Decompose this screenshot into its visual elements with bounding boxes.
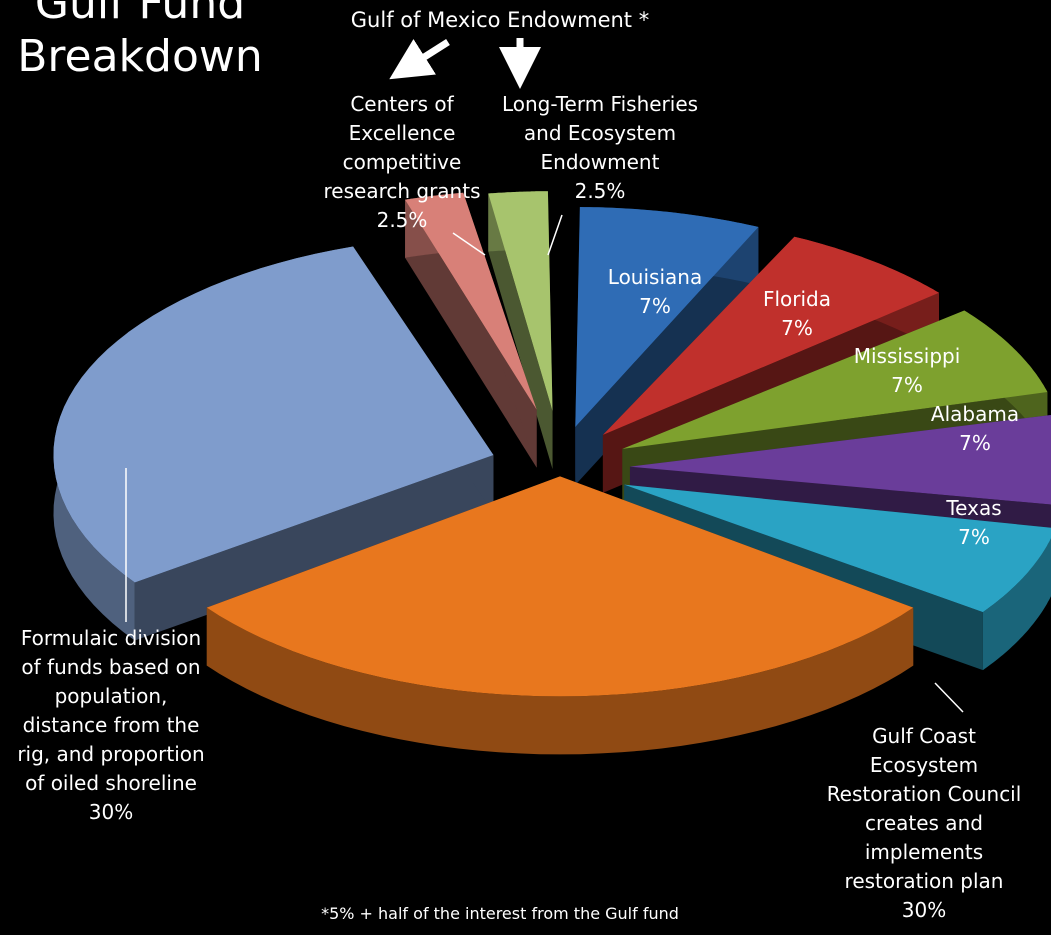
arrow-to-centers-excellence-icon	[389, 39, 450, 80]
slice-label-line: Louisiana	[607, 265, 703, 289]
slice-value-label: 30%	[901, 898, 947, 922]
slice-label-line: competitive	[342, 150, 462, 174]
slice-fisheries-endowment-top	[488, 191, 553, 412]
slice-label-line: Gulf Coast	[872, 724, 976, 748]
leader-lines	[125, 38, 964, 713]
slice-value-label: 7%	[781, 316, 813, 340]
slice-label-restoration-council: Gulf Coast Ecosystem Restoration Council cr…	[809, 722, 1039, 925]
slice-centers-excellence-wall	[405, 199, 537, 468]
slice-label-line: Restoration Council	[826, 782, 1022, 806]
slice-label-line: Mississippi	[853, 344, 961, 368]
slice-fisheries-endowment-wall	[488, 193, 553, 470]
slice-label-louisiana: Louisiana 7%	[600, 263, 710, 321]
slice-label-line: distance from the	[22, 713, 200, 737]
chart-title-line: Breakdown	[17, 30, 263, 82]
slice-label-line: Excellence	[348, 121, 456, 145]
slice-restoration-council	[206, 476, 914, 755]
slice-label-line: Long-Term Fisheries	[501, 92, 699, 116]
slice-value-label: 7%	[639, 294, 671, 318]
slice-label-line: of oiled shoreline	[25, 771, 197, 795]
slice-restoration-council-side	[206, 607, 914, 755]
pie-slices	[53, 191, 1051, 755]
slice-label-line: Endowment	[540, 150, 660, 174]
slice-label-line: restoration plan	[844, 869, 1004, 893]
slice-formulaic-division-top	[53, 246, 494, 583]
leader-line-centers-excellence	[452, 232, 486, 256]
slice-label-line: implements	[864, 840, 984, 864]
slice-centers-excellence-top	[405, 192, 537, 410]
slice-fisheries-endowment	[488, 191, 553, 470]
endowment-heading: Gulf of Mexico Endowment *	[350, 8, 650, 32]
slice-restoration-council-top	[206, 476, 914, 697]
slice-label-line: Formulaic division	[20, 626, 202, 650]
chart-title: Gulf Fund Breakdown	[10, 0, 270, 84]
slice-label-florida: Florida 7%	[742, 285, 852, 343]
slice-label-line: creates and	[865, 811, 983, 835]
slice-value-label: 7%	[958, 525, 990, 549]
slice-value-label: 7%	[959, 431, 991, 455]
slice-texas-top	[624, 484, 1051, 613]
slice-label-alabama: Alabama 7%	[920, 400, 1030, 458]
slice-texas-side	[982, 538, 1051, 671]
slice-label-line: of funds based on	[21, 655, 201, 679]
chart-title-line: Gulf Fund	[34, 0, 246, 29]
slice-label-line: Florida	[762, 287, 832, 311]
slice-label-line: Alabama	[930, 402, 1020, 426]
slice-value-label: 2.5%	[376, 208, 428, 232]
slice-label-fisheries-endowment: Long-Term Fisheries and Ecosystem Endowmen…	[480, 90, 720, 206]
slice-formulaic-division	[53, 246, 494, 641]
slice-value-label: 7%	[891, 373, 923, 397]
slice-value-label: 30%	[88, 800, 134, 824]
slice-centers-excellence	[405, 192, 537, 468]
slice-label-line: research grants	[323, 179, 481, 203]
slice-label-centers-excellence: Centers of Excellence competitive research …	[307, 90, 497, 235]
slice-label-line: Centers of	[350, 92, 454, 116]
slice-label-line: Texas	[946, 496, 1002, 520]
slice-florida-top	[602, 236, 939, 435]
slice-label-mississippi: Mississippi 7%	[842, 342, 972, 400]
footnote: *5% + half of the interest from the Gulf…	[321, 904, 679, 923]
slice-label-formulaic-division: Formulaic division of funds based on popul…	[0, 624, 226, 827]
leader-line-fisheries-endowment	[547, 214, 563, 256]
leader-line-restoration-council	[934, 682, 964, 713]
slice-formulaic-division-wall	[134, 455, 494, 641]
slice-label-texas: Texas 7%	[919, 494, 1029, 552]
slice-label-line: and Ecosystem	[523, 121, 677, 145]
slice-alabama-top	[629, 414, 1051, 505]
slice-mississippi-top	[622, 310, 1048, 449]
slice-louisiana-top	[575, 207, 759, 428]
slice-label-line: population,	[54, 684, 168, 708]
slice-label-line: Ecosystem	[869, 753, 979, 777]
slice-label-line: rig, and proportion	[17, 742, 205, 766]
slice-value-label: 2.5%	[574, 179, 626, 203]
